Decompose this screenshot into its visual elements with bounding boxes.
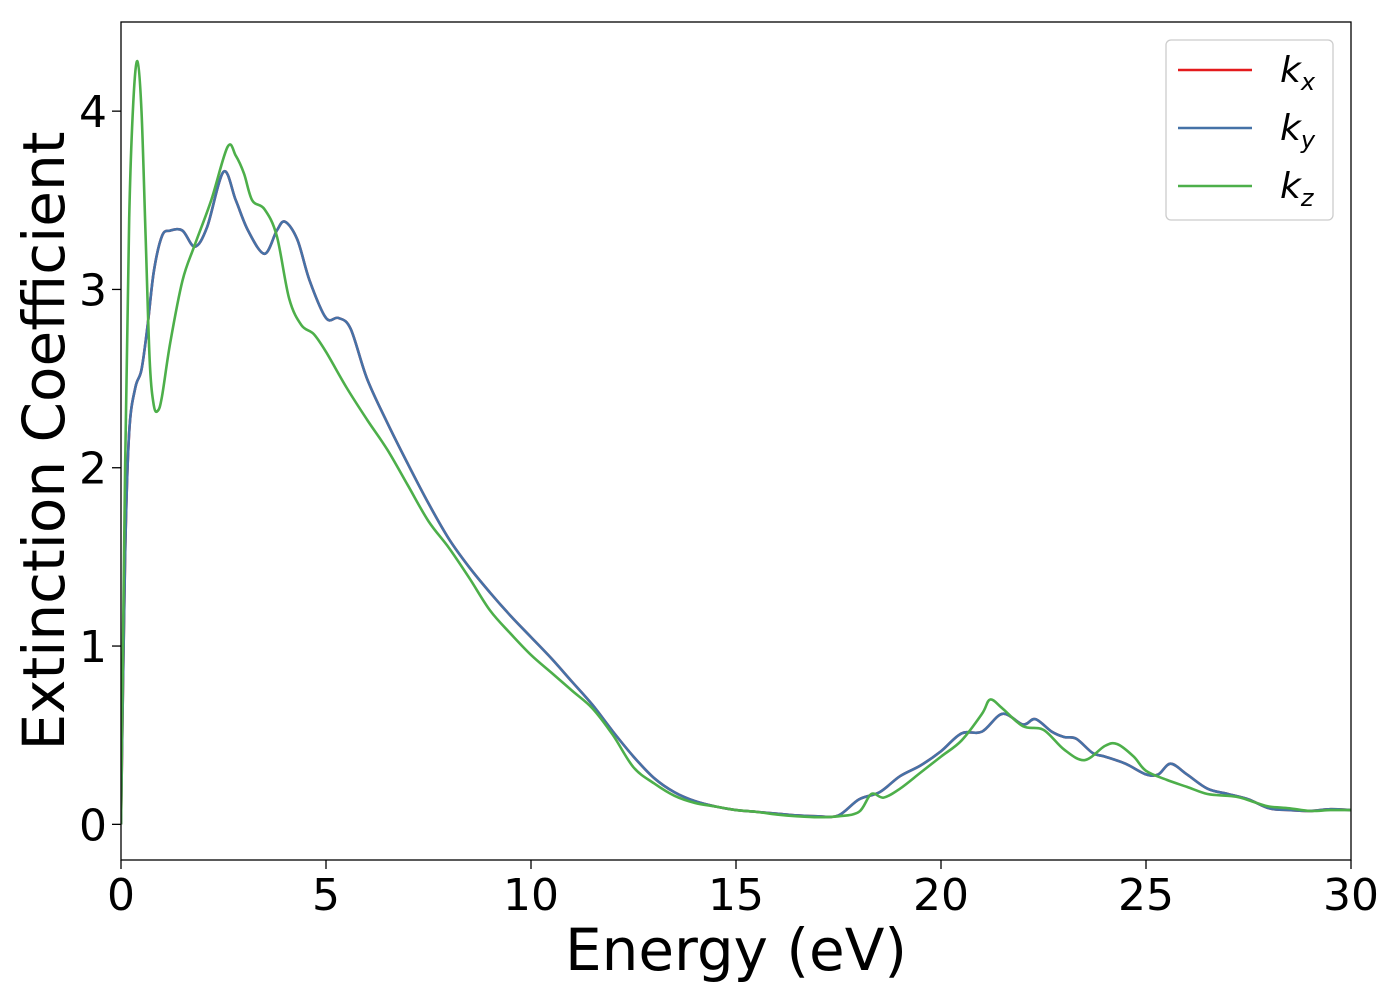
x-tick-label: 0 <box>107 870 135 921</box>
x-tick-label: 30 <box>1323 870 1379 921</box>
legend-label-z: kz <box>1280 166 1315 212</box>
x-tick-label: 10 <box>503 870 559 921</box>
legend-label-y: ky <box>1280 108 1316 154</box>
legend-box <box>1165 39 1334 221</box>
y-tick-label: 0 <box>79 800 107 851</box>
x-tick-label: 15 <box>708 870 764 921</box>
x-tick-label: 25 <box>1118 870 1174 921</box>
x-axis-title: Energy (eV) <box>565 916 907 984</box>
series-layer <box>121 59 1351 825</box>
y-tick-label: 2 <box>79 444 107 495</box>
legend: kx ky kz <box>1165 39 1334 221</box>
y-tick-label: 1 <box>79 622 107 673</box>
x-tick-label: 5 <box>312 870 340 921</box>
x-tick-label: 20 <box>913 870 969 921</box>
series-line-y <box>121 170 1351 825</box>
series-line-z <box>121 59 1351 825</box>
y-tick-label: 4 <box>79 87 107 138</box>
y-axis-title: Extinction Coefficient <box>10 132 78 751</box>
legend-label-x: kx <box>1280 50 1316 96</box>
y-axis: 0 1 2 3 4 <box>79 87 121 851</box>
y-tick-label: 3 <box>79 265 107 316</box>
x-axis: 0 5 10 15 20 25 30 <box>107 860 1379 921</box>
